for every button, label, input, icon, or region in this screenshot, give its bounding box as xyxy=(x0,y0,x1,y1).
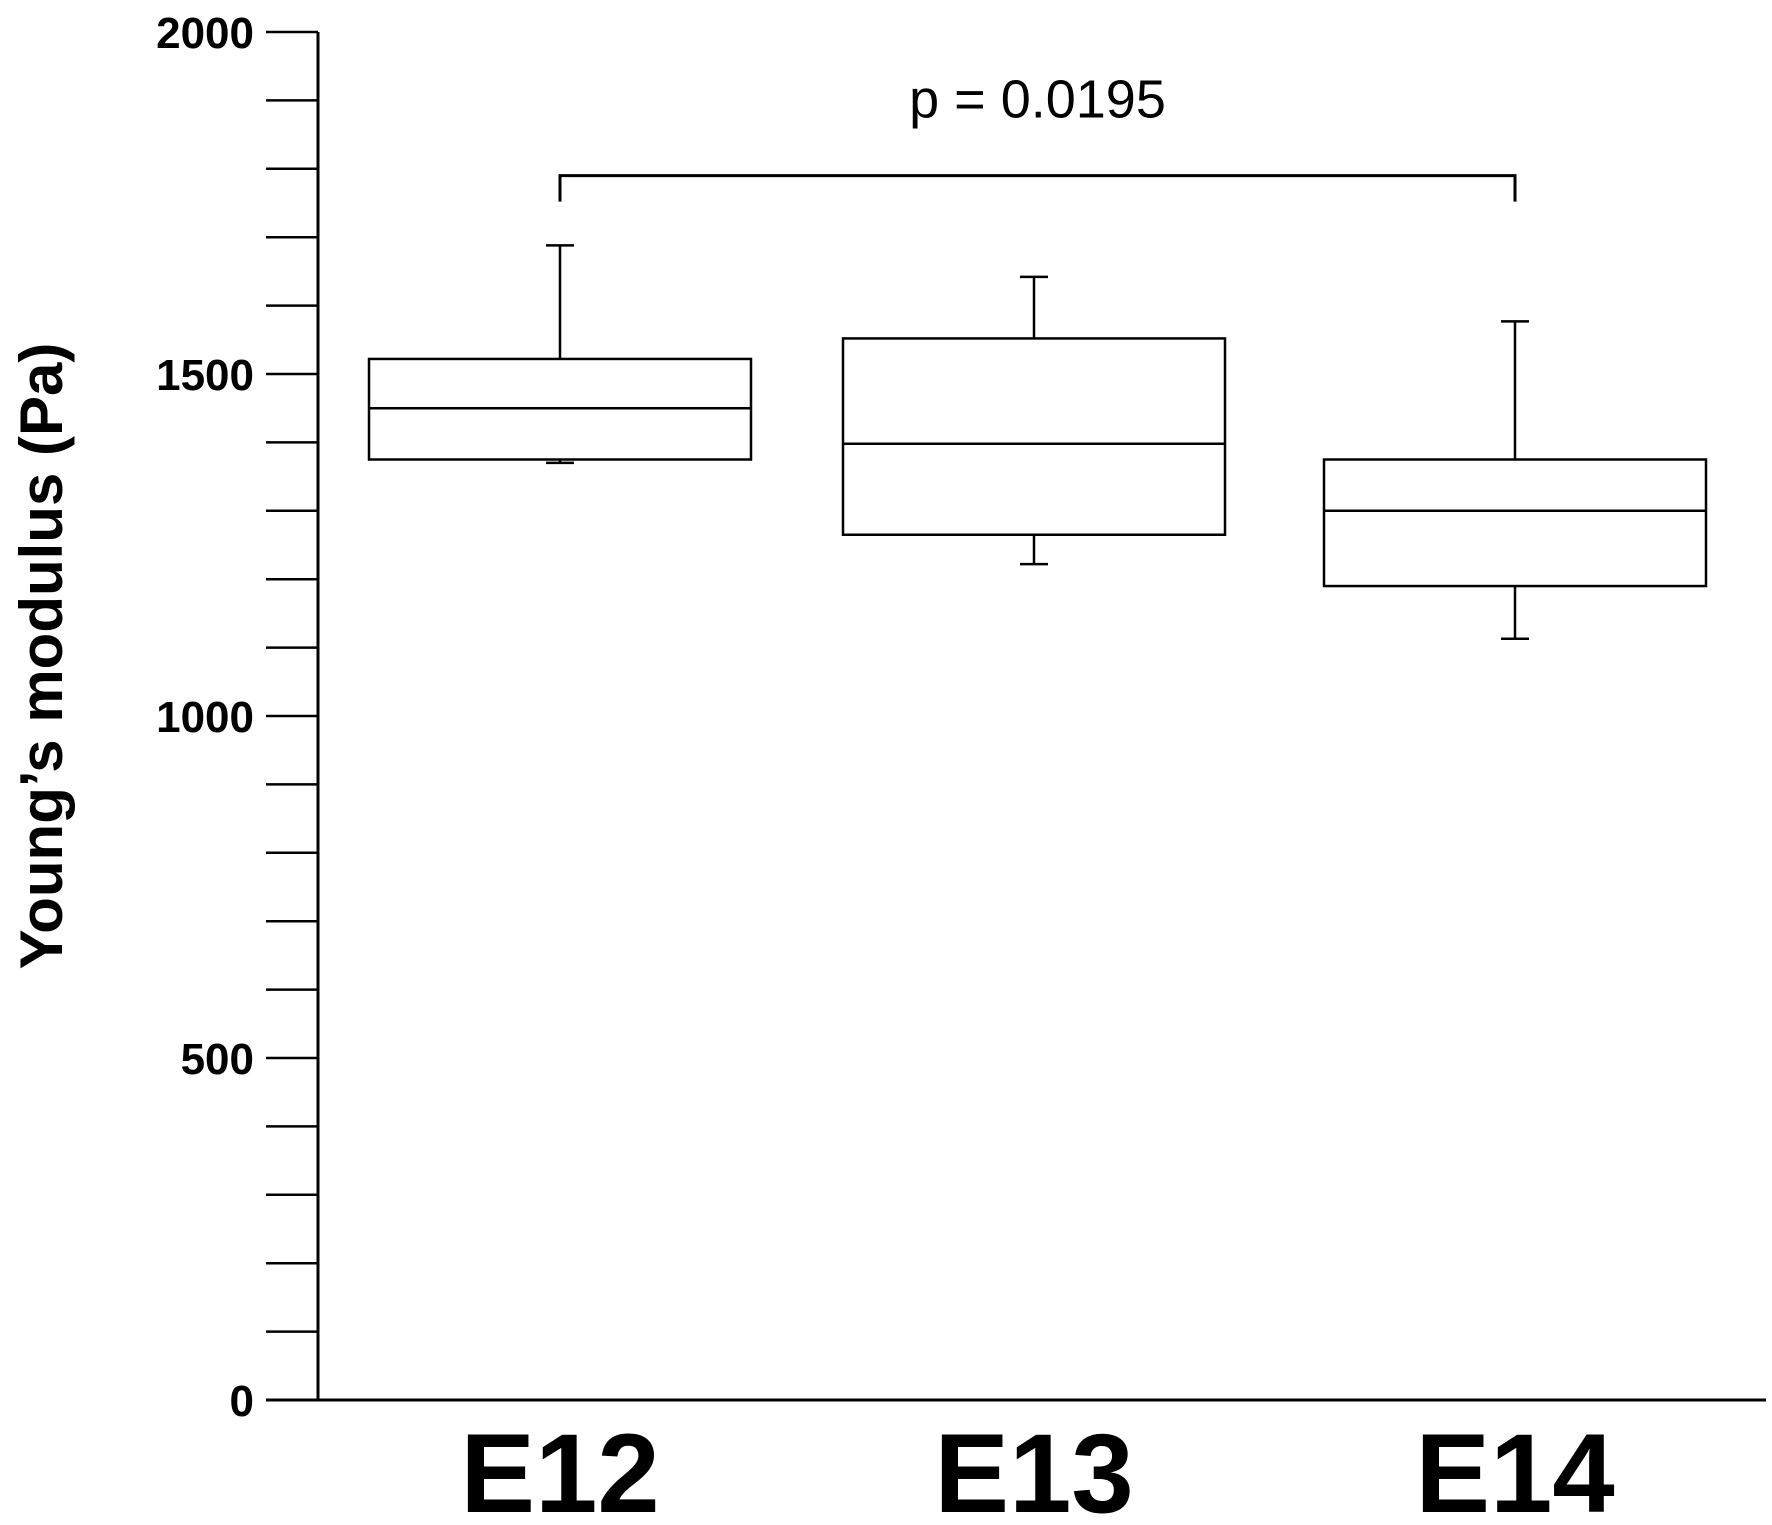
y-axis-title: Young’s modulus (Pa) xyxy=(8,343,75,970)
x-tick-label-E12: E12 xyxy=(460,1411,659,1525)
y-tick-label-0: 0 xyxy=(230,1377,254,1426)
box-E13 xyxy=(841,275,1227,566)
p-value-label: p = 0.0195 xyxy=(909,70,1166,130)
y-ticks-group: 0 500 1000 1500 2000 xyxy=(156,9,318,1426)
x-tick-label-E13: E13 xyxy=(934,1411,1133,1525)
axes-group xyxy=(266,32,1766,1402)
x-labels-group: E12 E13 E14 xyxy=(460,1411,1614,1525)
y-tick-label-1000: 1000 xyxy=(156,693,254,742)
x-tick-label-E14: E14 xyxy=(1415,1411,1614,1525)
y-tick-label-2000: 2000 xyxy=(156,9,254,58)
y-tick-label-1500: 1500 xyxy=(156,351,254,400)
box-E12 xyxy=(367,244,753,465)
iqr-box-E14 xyxy=(1322,458,1708,588)
annotation-group: p = 0.0195 xyxy=(558,70,1517,202)
y-tick-label-500: 500 xyxy=(181,1035,254,1084)
box-E14 xyxy=(1322,320,1708,640)
boxes-group xyxy=(367,244,1708,640)
significance-bracket xyxy=(558,174,1517,202)
iqr-box-E13 xyxy=(841,337,1227,536)
